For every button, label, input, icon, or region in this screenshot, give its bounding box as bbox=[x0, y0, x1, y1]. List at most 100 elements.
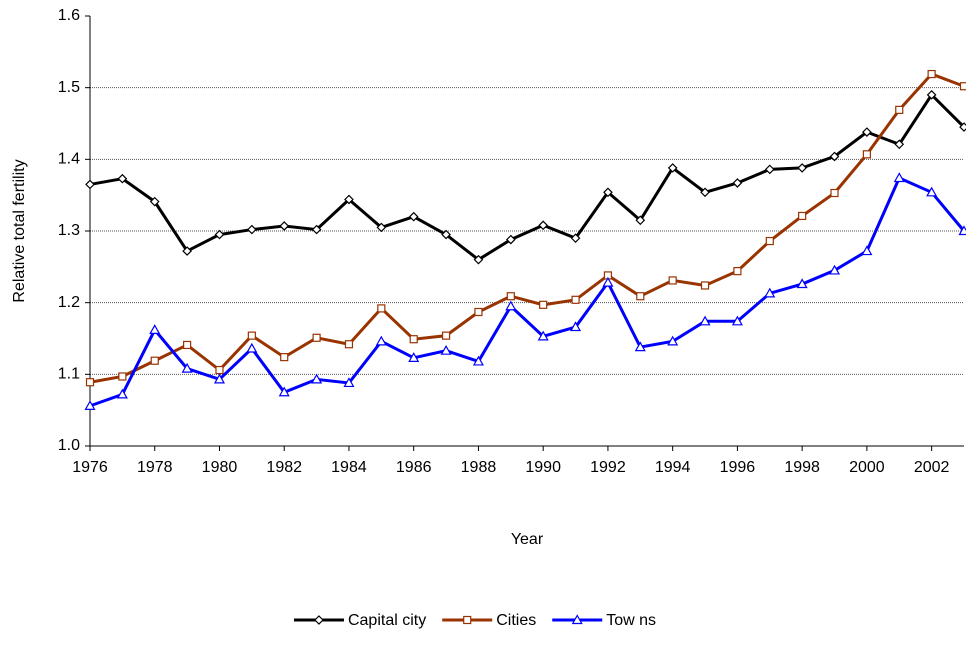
x-tick-label: 2000 bbox=[849, 459, 885, 476]
marker bbox=[699, 315, 711, 326]
marker bbox=[636, 292, 645, 301]
x-tick-label: 1984 bbox=[331, 459, 367, 476]
x-tick-label: 1980 bbox=[202, 459, 238, 476]
legend: Capital city Cities Tow ns bbox=[293, 612, 656, 629]
y-axis-label: Relative total fertility bbox=[11, 159, 28, 302]
marker bbox=[280, 353, 289, 362]
marker bbox=[117, 173, 128, 184]
marker bbox=[215, 365, 224, 375]
marker bbox=[181, 362, 193, 373]
marker bbox=[84, 400, 96, 410]
legend-label: Cities bbox=[496, 612, 536, 629]
legend-label: Capital city bbox=[348, 612, 426, 629]
marker bbox=[732, 178, 743, 188]
marker bbox=[463, 615, 472, 625]
series-line bbox=[89, 72, 965, 384]
marker bbox=[150, 356, 159, 365]
y-tick-label: 1.5 bbox=[58, 79, 80, 96]
marker bbox=[116, 388, 128, 399]
x-tick-label: 1996 bbox=[720, 459, 756, 476]
x-tick-label: 1992 bbox=[590, 459, 626, 476]
marker bbox=[311, 373, 323, 384]
x-tick-label: 1994 bbox=[655, 459, 691, 476]
marker bbox=[247, 224, 257, 235]
x-axis-label: Year bbox=[511, 531, 544, 548]
series-line bbox=[89, 92, 966, 262]
y-tick-label: 1.6 bbox=[58, 7, 80, 24]
marker bbox=[278, 386, 290, 397]
marker bbox=[700, 187, 710, 198]
legend-item: Tow ns bbox=[552, 612, 656, 629]
marker bbox=[635, 215, 646, 226]
marker bbox=[505, 300, 517, 311]
marker bbox=[213, 373, 226, 384]
marker bbox=[830, 188, 839, 198]
x-tick-label: 2002 bbox=[914, 459, 950, 476]
marker bbox=[441, 331, 451, 340]
marker bbox=[959, 82, 966, 91]
x-tick-label: 1982 bbox=[266, 459, 302, 476]
marker bbox=[344, 340, 354, 349]
marker bbox=[733, 267, 742, 276]
marker bbox=[312, 333, 321, 342]
marker bbox=[474, 307, 483, 317]
marker bbox=[570, 233, 581, 244]
marker bbox=[183, 340, 192, 350]
marker bbox=[539, 300, 548, 309]
marker bbox=[828, 264, 841, 275]
marker bbox=[505, 234, 516, 245]
marker bbox=[926, 89, 937, 100]
marker bbox=[472, 355, 484, 366]
marker bbox=[862, 127, 872, 137]
marker bbox=[376, 222, 387, 233]
marker bbox=[149, 324, 161, 334]
marker bbox=[85, 179, 95, 190]
marker bbox=[798, 211, 807, 221]
x-tick-label: 1978 bbox=[137, 459, 173, 476]
marker bbox=[182, 246, 192, 256]
marker bbox=[958, 225, 966, 236]
marker bbox=[279, 221, 290, 231]
marker bbox=[700, 281, 710, 290]
legend-item: Cities bbox=[442, 612, 536, 629]
y-tick-label: 1.2 bbox=[58, 294, 80, 311]
marker bbox=[602, 276, 614, 287]
marker bbox=[796, 278, 808, 289]
marker bbox=[764, 287, 776, 298]
marker bbox=[894, 139, 905, 150]
x-tick-label: 1976 bbox=[72, 459, 108, 476]
marker bbox=[409, 335, 418, 344]
marker bbox=[927, 69, 936, 79]
marker bbox=[667, 335, 679, 346]
y-tick-label: 1.0 bbox=[58, 437, 80, 454]
y-tick-label: 1.3 bbox=[58, 222, 80, 239]
marker bbox=[247, 331, 256, 340]
marker bbox=[375, 335, 387, 346]
x-tick-label: 1988 bbox=[461, 459, 497, 476]
marker bbox=[893, 172, 905, 183]
marker bbox=[85, 378, 95, 387]
marker bbox=[731, 315, 743, 326]
marker bbox=[797, 163, 807, 173]
marker bbox=[441, 229, 451, 240]
marker bbox=[537, 330, 549, 341]
marker bbox=[926, 186, 938, 197]
marker bbox=[667, 163, 678, 173]
marker bbox=[668, 276, 677, 285]
marker bbox=[765, 236, 774, 246]
marker bbox=[344, 194, 354, 205]
y-tick-label: 1.4 bbox=[58, 151, 80, 168]
marker bbox=[343, 377, 355, 388]
marker bbox=[603, 187, 613, 198]
marker bbox=[571, 614, 583, 625]
y-tick-label: 1.1 bbox=[58, 366, 80, 383]
marker bbox=[861, 245, 873, 256]
marker bbox=[570, 321, 582, 332]
marker bbox=[214, 229, 225, 240]
x-tick-label: 1998 bbox=[784, 459, 820, 476]
legend-item: Capital city bbox=[293, 612, 426, 629]
marker bbox=[118, 372, 127, 381]
marker bbox=[440, 344, 452, 355]
marker bbox=[408, 352, 420, 362]
